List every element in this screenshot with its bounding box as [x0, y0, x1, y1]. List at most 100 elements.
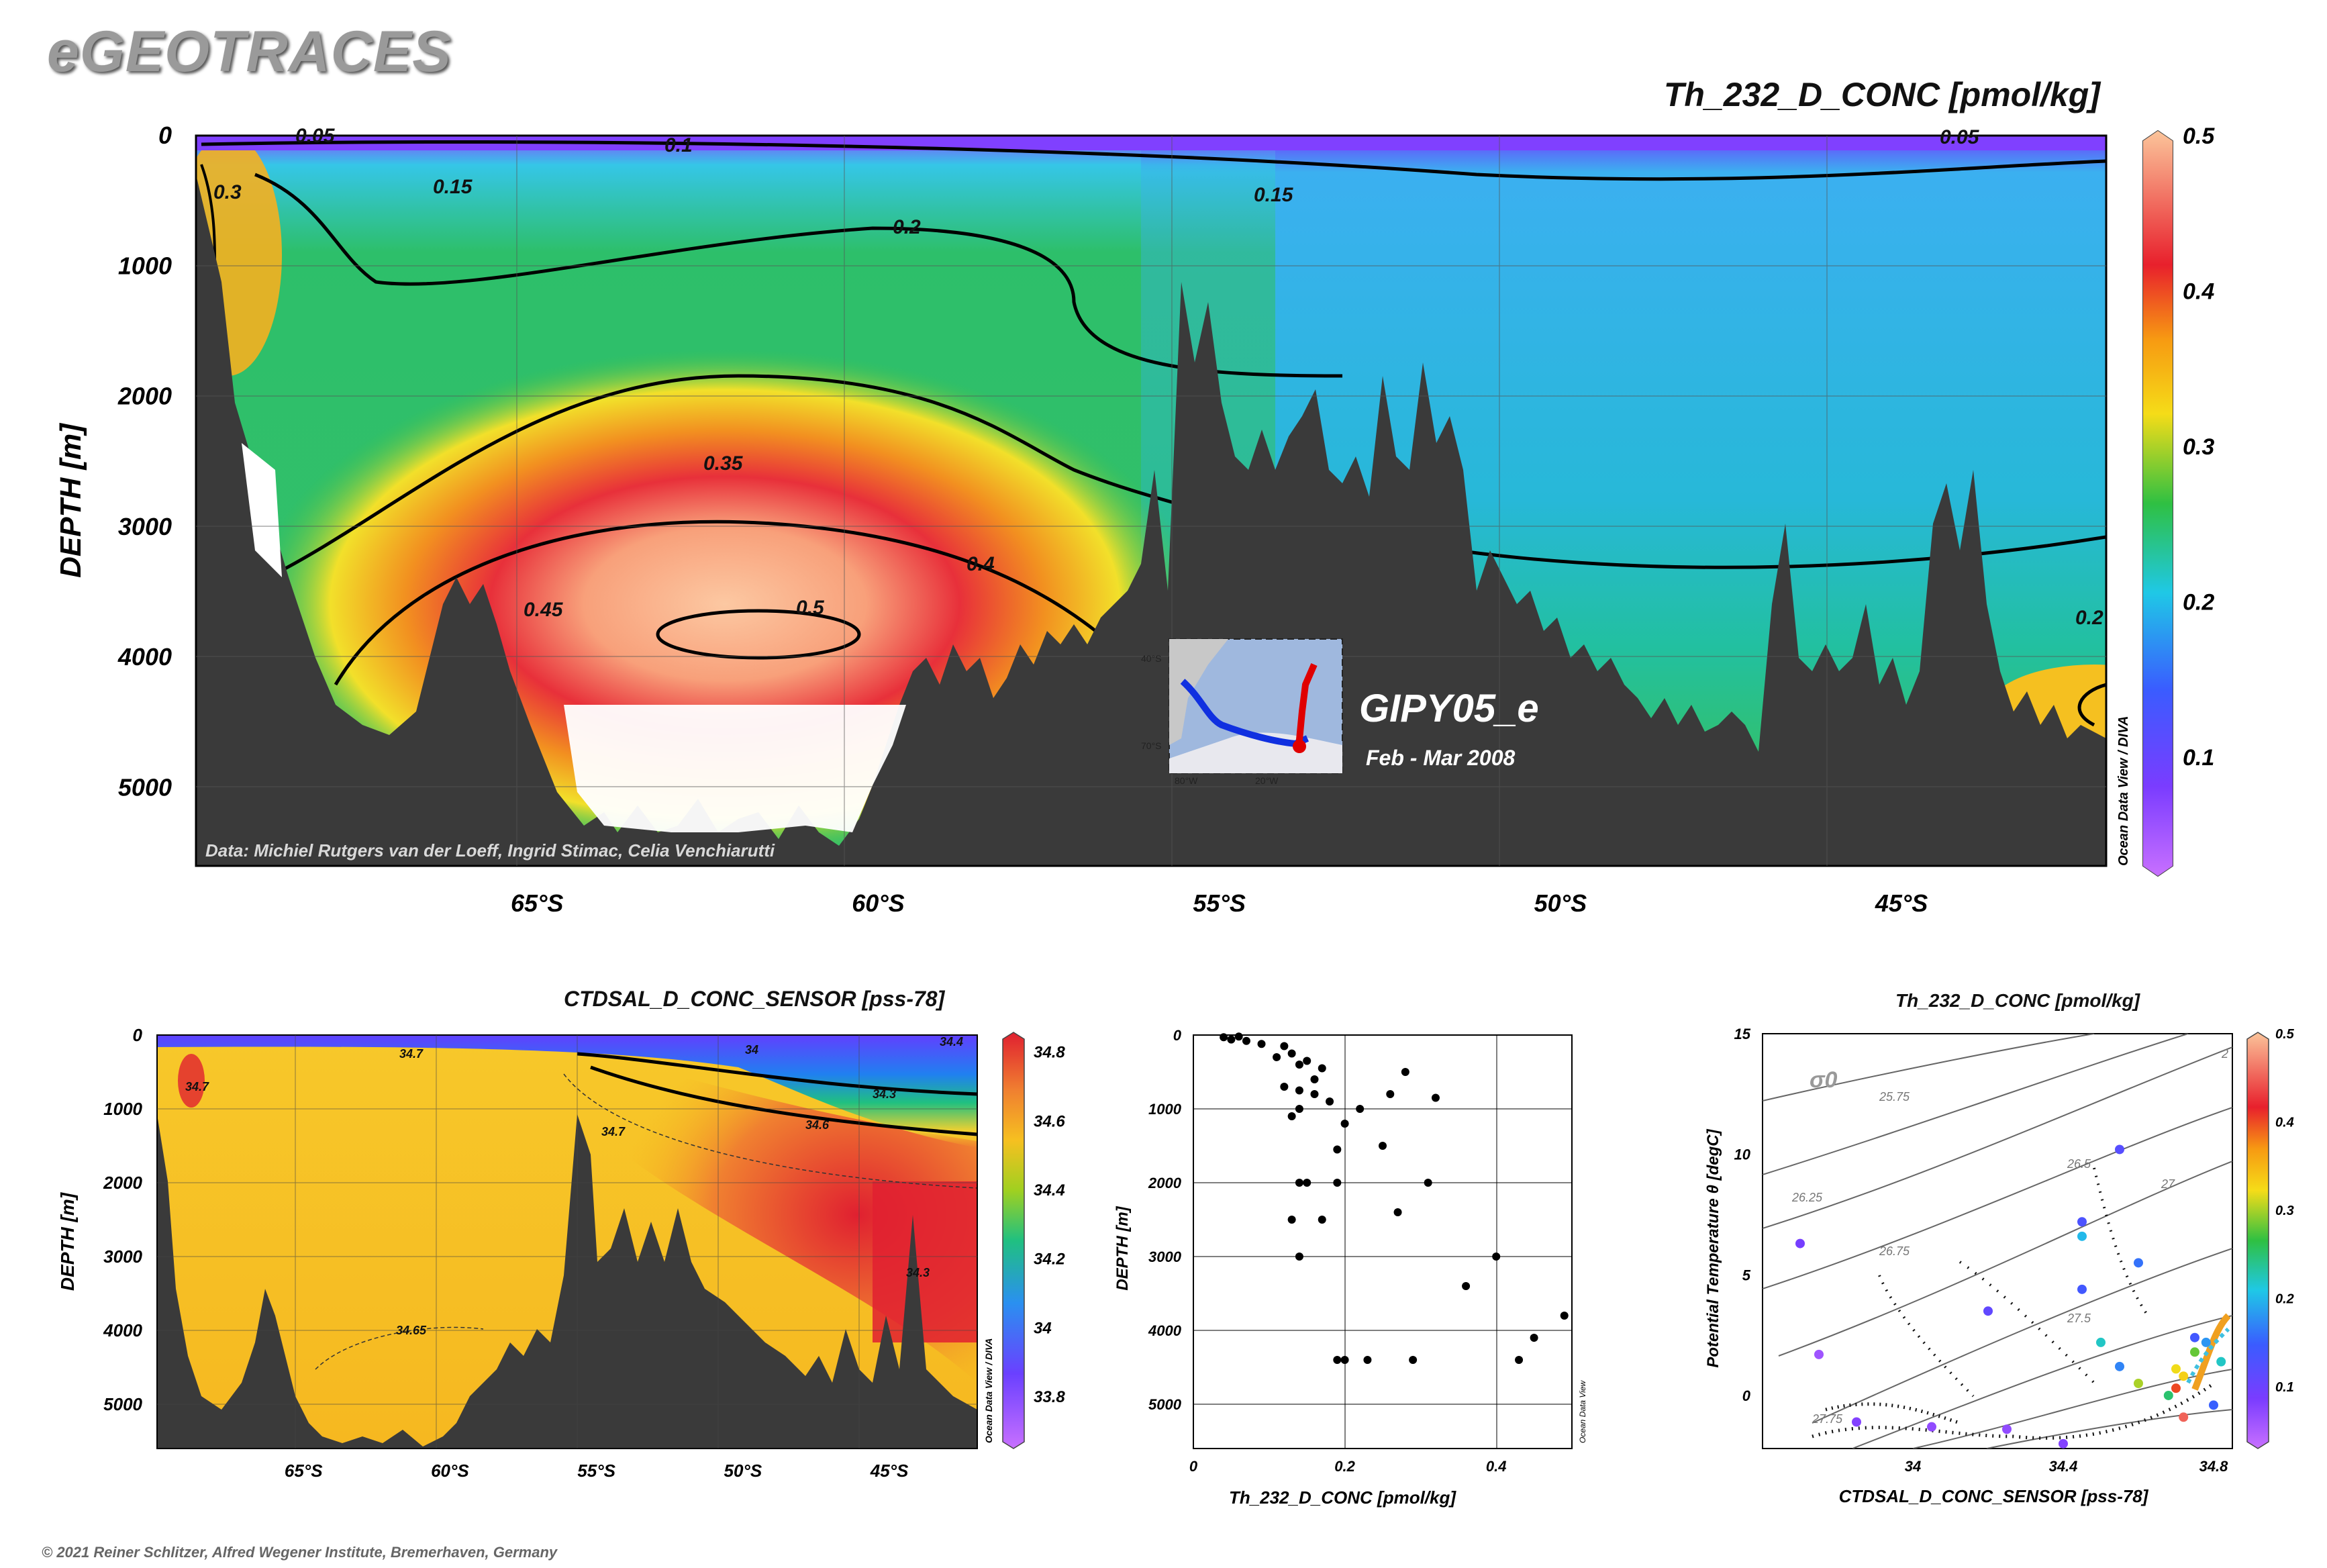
data-point	[1295, 1179, 1303, 1187]
scatter-plot-frame	[1193, 1034, 1573, 1449]
data-point	[1295, 1105, 1303, 1113]
data-point	[1356, 1105, 1365, 1113]
scatter-y-axis-label: DEPTH [m]	[1113, 1206, 1132, 1290]
cruise-name: GIPY05_e	[1359, 687, 1539, 730]
data-point	[1560, 1312, 1569, 1320]
salinity-bathymetry	[157, 1114, 977, 1449]
data-point	[2171, 1364, 2181, 1374]
ts-colored-points	[1795, 1144, 2226, 1449]
colorbar-tick-label: 34	[1034, 1319, 1052, 1337]
y-tick-label: 4000	[117, 643, 172, 671]
y-tick-label: 5000	[103, 1394, 142, 1414]
data-point	[1326, 1097, 1334, 1106]
ts-colorbar-ticks: 0.5 0.4 0.3 0.2 0.1	[2275, 1027, 2295, 1395]
ts-x-axis-label: CTDSAL_D_CONC_SENSOR [pss-78]	[1839, 1486, 2149, 1506]
contour-label: 0.4	[967, 553, 995, 575]
contour-label: 0.15	[433, 176, 473, 198]
ts-x-ticks: 34 34.4 34.8	[1905, 1458, 2228, 1475]
x-tick-label: 60°S	[852, 889, 904, 917]
data-point	[1310, 1075, 1319, 1083]
salinity-section-title: CTDSAL_D_CONC_SENSOR [pss-78]	[564, 987, 945, 1011]
data-point	[1462, 1282, 1471, 1290]
y-tick-label: 3000	[118, 513, 172, 540]
data-point	[2163, 1390, 2173, 1400]
y-tick-label: 2000	[117, 383, 172, 410]
contour-label: 34	[745, 1043, 758, 1057]
x-tick-label: 55°S	[1193, 889, 1245, 917]
isopycnal-label: 26.75	[1879, 1244, 1910, 1258]
y-tick-label: 1000	[1148, 1101, 1182, 1118]
y-tick-label: 0	[158, 121, 172, 149]
data-point	[1287, 1112, 1296, 1120]
sigma-label: σ0	[1810, 1067, 1838, 1093]
colorbar-tick-label: 0.1	[2275, 1380, 2294, 1395]
data-point	[1983, 1306, 1993, 1316]
y-tick-label: 3000	[103, 1246, 142, 1267]
colorbar-tick-label: 0.5	[2183, 124, 2215, 149]
data-point	[1295, 1086, 1303, 1095]
colorbar-tick-label: 0.5	[2275, 1027, 2295, 1042]
data-point	[1795, 1238, 1805, 1248]
salinity-y-axis-label: DEPTH [m]	[57, 1191, 78, 1291]
ts-colorbar	[2246, 1032, 2269, 1449]
data-point	[1280, 1042, 1289, 1050]
colorbar-tick-label: 0.4	[2275, 1115, 2294, 1130]
contour-label: 0.3	[213, 181, 242, 203]
scatter-x-ticks: 0 0.2 0.4	[1189, 1458, 1507, 1475]
x-tick-label: 45°S	[1875, 889, 1928, 917]
map-lat-label: 70°S	[1141, 740, 1162, 751]
data-point	[2134, 1258, 2143, 1268]
data-point	[2171, 1383, 2181, 1393]
data-point	[1273, 1053, 1281, 1061]
data-point	[2077, 1231, 2087, 1241]
isopycnal-label: 27.75	[1812, 1412, 1843, 1426]
data-point	[1401, 1068, 1409, 1076]
data-point	[2059, 1438, 2068, 1449]
x-tick-label: 0.4	[1486, 1458, 1507, 1475]
colorbar-tick-label: 34.8	[1034, 1044, 1065, 1062]
cruise-track-inset-map: 40°S 70°S 80°W 20°W	[1141, 638, 1343, 786]
y-tick-label: 5000	[1148, 1396, 1182, 1413]
data-point	[2002, 1424, 2012, 1434]
data-point	[2115, 1361, 2124, 1371]
data-point	[1340, 1120, 1349, 1128]
contour-label: 34.7	[399, 1047, 424, 1061]
data-point	[1492, 1253, 1501, 1261]
salinity-x-ticks: 65°S 60°S 55°S 50°S 45°S	[285, 1461, 909, 1481]
y-tick-label: 15	[1734, 1026, 1751, 1042]
data-point	[2209, 1400, 2218, 1410]
ts-y-ticks: 15 10 5 0	[1734, 1026, 1751, 1404]
isopycnal-label: 2	[2221, 1047, 2228, 1061]
colorbar-tick-label: 0.4	[2183, 279, 2214, 304]
salinity-section-chart: 0 1000 2000 3000 4000 5000 65°S 60°S 55°S 50°S 45…	[57, 1025, 1065, 1481]
x-tick-label: 50°S	[724, 1461, 762, 1481]
x-tick-label: 60°S	[431, 1461, 469, 1481]
data-point	[2077, 1284, 2087, 1294]
data-point	[1303, 1057, 1311, 1065]
data-point	[1318, 1216, 1326, 1224]
data-point	[1852, 1417, 1861, 1427]
x-tick-label: 34.8	[2199, 1458, 2229, 1475]
data-point	[1295, 1253, 1303, 1261]
isopycnal-label: 27	[2161, 1177, 2175, 1191]
data-point	[2077, 1217, 2087, 1227]
map-lat-label: 40°S	[1141, 653, 1162, 664]
section-track-red	[1295, 663, 1318, 747]
data-point	[2190, 1332, 2199, 1342]
main-x-ticks: 65°S 60°S 55°S 50°S 45°S	[511, 889, 1928, 917]
main-gridlines	[196, 136, 2106, 866]
colorbar-tick-label: 33.8	[1034, 1388, 1065, 1406]
colorbar-tick-label: 0.2	[2275, 1291, 2294, 1306]
isopycnal-label: 26.5	[2067, 1157, 2091, 1171]
contour-label: 34.6	[805, 1118, 830, 1132]
colorbar-tick-label: 0.3	[2183, 434, 2214, 460]
y-tick-label: 4000	[1148, 1322, 1182, 1339]
ts-diagram-chart: σ0 25.75 26.25 26.5 26.75 27 27.5 27.75 …	[1704, 1026, 2295, 1506]
data-point	[1409, 1356, 1418, 1364]
data-point	[2201, 1337, 2211, 1347]
y-tick-label: 4000	[103, 1320, 142, 1340]
data-point	[1515, 1356, 1524, 1364]
x-tick-label: 0	[1189, 1458, 1198, 1475]
scatter-points	[1220, 1032, 1569, 1364]
